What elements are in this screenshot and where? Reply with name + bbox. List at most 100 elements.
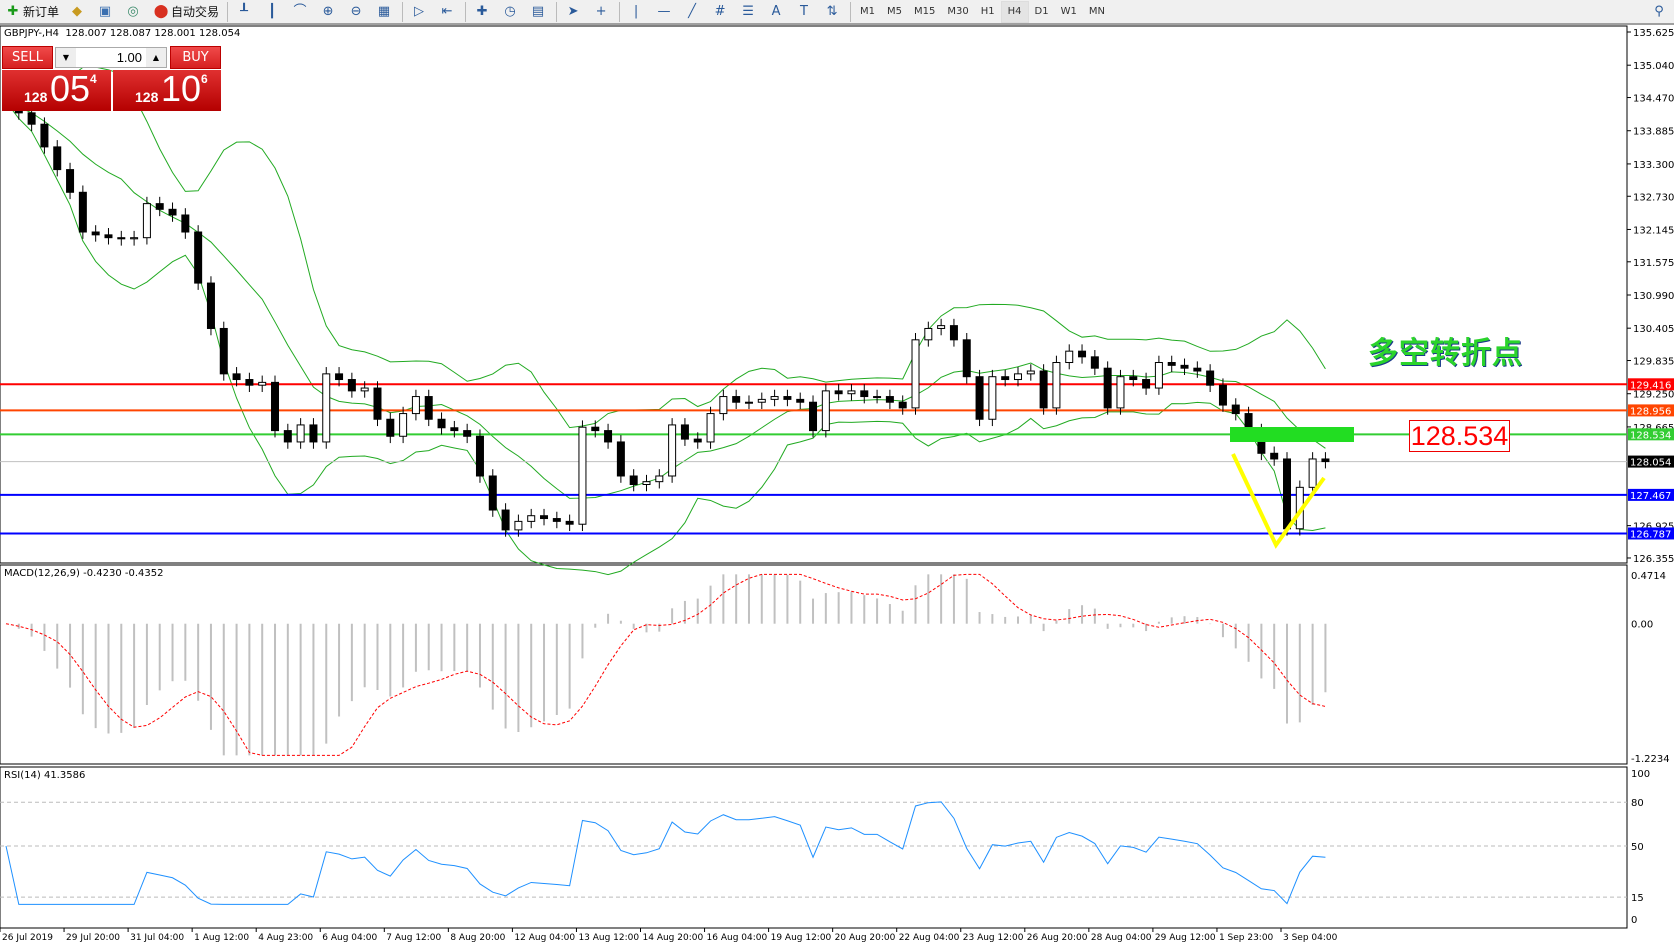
toolbar-separator [465,1,467,22]
candle-body [53,146,62,171]
arrows-button[interactable]: ⇅ [819,1,847,23]
horizontal-line-button[interactable]: — [651,1,679,23]
time-label: 13 Aug 12:00 [578,933,639,943]
price-tick-label: 131.575 [1633,258,1674,269]
market-watch-icon: ◆ [72,3,83,19]
timeframe-MN[interactable]: MN [1088,6,1105,17]
symbol-label: GBPJPY-,H4 [4,28,59,39]
support-zone [1230,427,1354,442]
candle-body [693,438,702,443]
candle-body [898,401,907,409]
candle-body [1090,356,1099,369]
candlestick-button[interactable]: ┃ [259,1,287,23]
candle-body [616,441,625,477]
timeframe-M15[interactable]: M15 [914,6,936,17]
buy-price-button[interactable]: 128 10 6 [113,68,221,111]
timeframe-H1[interactable]: H1 [980,6,995,17]
cursor-button[interactable]: ➤ [560,1,588,23]
zoom-in-button[interactable]: ⊕ [315,1,343,23]
fibonacci-button[interactable]: ☰ [735,1,763,23]
toolbar-separator [556,1,558,22]
toolbar-label: 新订单 [23,5,60,19]
market-watch-button[interactable]: ◆ [64,1,92,23]
macd-tick-label: -1.2234 [1631,754,1670,765]
v-pattern-line [1231,453,1326,549]
candle-body [1206,370,1215,386]
price-line-label-bg [1628,488,1674,501]
zoom-out-button[interactable]: ⊖ [343,1,371,23]
text-button[interactable]: A [763,1,791,23]
candle-body [245,379,254,386]
rsi-tick-label: 0 [1631,915,1637,926]
price-chart[interactable]: 135.625 135.040 134.470 133.885 133.300 132.7… [0,25,1674,944]
time-label: 1 Sep 23:00 [1219,933,1274,943]
timeframe-M5[interactable]: M5 [887,6,903,17]
macd-label: MACD(12,26,9) -0.4230 -0.4352 [4,568,164,579]
candle-body [924,327,933,341]
text-label-icon: T [800,3,808,19]
candle-body [1052,362,1061,409]
candle-body [117,237,126,240]
candle-body [821,390,830,432]
trendline-button[interactable]: ╱ [679,1,707,23]
toolbar-button-4[interactable]: ⬤ 自动交易 [148,1,224,23]
candle-body [1308,458,1317,488]
rsi-tick-label: 100 [1631,769,1650,780]
lot-increase-button[interactable]: ▲ [146,48,166,67]
candle-body [706,413,715,443]
timeframe-D1[interactable]: D1 [1034,6,1049,17]
equidistant-channel-button[interactable]: # [707,1,735,23]
candle-body [591,426,600,432]
timeframe-M30[interactable]: M30 [947,6,969,17]
signals-button[interactable]: ◎ [120,1,148,23]
time-label: 29 Jul 20:00 [66,933,120,943]
candle-body [424,396,433,420]
lot-stepper[interactable]: ▼ ▲ [55,47,167,68]
sell-price-button[interactable]: 128 05 4 [2,68,111,111]
indicators-button[interactable]: ✚ [469,1,497,23]
text-label-button[interactable]: T [791,1,819,23]
bar-chart-button[interactable]: ┸ [231,1,259,23]
sell-price-sup: 4 [90,72,97,86]
lot-input[interactable] [76,48,146,67]
candle-body [744,401,753,404]
ohlc-values: 128.007 128.087 128.001 128.054 [65,28,241,39]
candle-body [975,376,984,420]
buy-button[interactable]: BUY [170,46,221,69]
tile-windows-button[interactable]: ▦ [371,1,399,23]
cursor-icon: ➤ [567,3,579,19]
signals-icon: ◎ [127,3,139,19]
auto-scroll-button[interactable]: ▷ [406,1,434,23]
candle-body [540,515,549,520]
candle-body [1154,362,1163,389]
timeframe-M1[interactable]: M1 [860,6,876,17]
lot-decrease-button[interactable]: ▼ [56,48,76,67]
timeframe-H4[interactable]: H4 [1000,0,1029,23]
candle-body [91,231,100,236]
vertical-line-button[interactable]: | [623,1,651,23]
navigator-button[interactable]: ▣ [92,1,120,23]
sell-button[interactable]: SELL [2,46,53,69]
toolbar-separator [227,1,229,22]
templates-button[interactable]: ▤ [525,1,553,23]
candle-body [501,509,510,531]
rsi-line [5,801,1326,905]
zoom-in-icon: ⊕ [322,3,334,19]
periods-clock-button[interactable]: ◷ [497,1,525,23]
time-label: 28 Aug 04:00 [1091,933,1152,943]
chart-shift-button[interactable]: ⇤ [434,1,462,23]
search-button[interactable]: ⚲ [1646,1,1674,23]
bollinger-middle [5,101,1326,499]
timeframe-W1[interactable]: W1 [1060,6,1077,17]
crosshair-button[interactable]: + [588,1,616,23]
candle-body [578,426,587,525]
main-pane-frame [0,25,1628,564]
time-label: 12 Aug 04:00 [514,933,575,943]
time-label: 23 Aug 12:00 [963,933,1024,943]
bollinger-upper [5,66,1326,429]
price-tick-label: 129.835 [1633,357,1674,368]
toolbar-button-0[interactable]: ✚ 新订单 [0,1,64,23]
candle-body [463,430,472,437]
line-chart-button[interactable]: ⌒ [287,1,315,23]
candle-body [168,208,177,216]
